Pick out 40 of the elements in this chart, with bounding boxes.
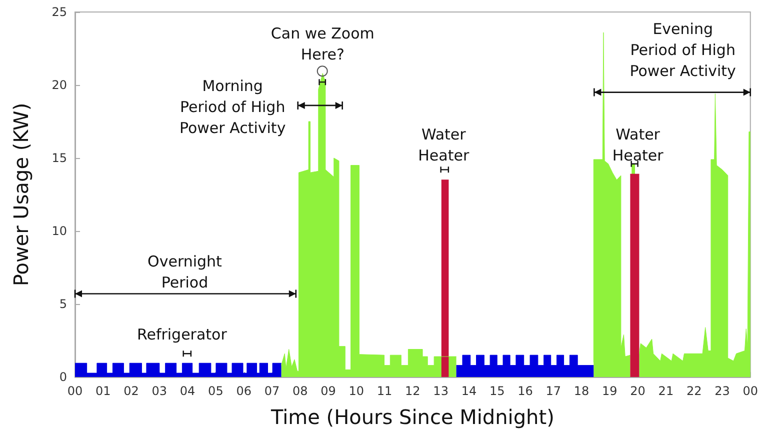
x-tick-label: 22 — [686, 384, 702, 398]
y-tick-label: 15 — [52, 151, 67, 165]
x-tick-label: 17 — [546, 384, 562, 398]
x-tick-label: 14 — [461, 384, 477, 398]
x-tick-label: 10 — [348, 384, 364, 398]
x-tick-label: 08 — [292, 384, 308, 398]
x-tick-label: 01 — [96, 384, 111, 398]
x-tick-label: 03 — [152, 384, 168, 398]
x-tick-label: 21 — [658, 384, 674, 398]
y-tick-label: 10 — [52, 224, 67, 238]
x-tick-label: 02 — [124, 384, 139, 398]
annotation: Evening Period of High Power Activity — [630, 20, 736, 80]
x-tick-label: 18 — [574, 384, 590, 398]
y-tick-label: 20 — [52, 78, 67, 92]
x-tick-label: 16 — [518, 384, 533, 398]
x-tick-label: 05 — [208, 384, 224, 398]
x-tick-label: 19 — [602, 384, 618, 398]
annotation: Water Heater — [612, 125, 664, 164]
x-tick-label: 06 — [236, 384, 252, 398]
x-tick-label: 13 — [433, 384, 448, 398]
y-tick-label: 25 — [52, 5, 67, 19]
x-tick-label: 09 — [320, 384, 336, 398]
annotation: Can we Zoom Here? — [270, 24, 374, 64]
x-tick-label: 04 — [180, 384, 196, 398]
x-tick-label: 23 — [714, 384, 730, 398]
x-axis-title: Time (Hours Since Midnight) — [270, 405, 554, 429]
x-tick-label: 12 — [405, 384, 420, 398]
x-tick-label: 11 — [376, 384, 392, 398]
x-tick-label: 00 — [67, 384, 83, 398]
annotation: Refrigerator — [136, 326, 228, 344]
x-tick-label: 00 — [742, 384, 758, 398]
annotation: Morning Period of High Power Activity — [179, 76, 286, 137]
y-tick-label: 5 — [59, 297, 67, 311]
x-tick-label: 07 — [264, 384, 280, 398]
y-axis-title: Power Usage (KW) — [9, 102, 33, 286]
y-tick-label: 0 — [59, 370, 67, 384]
x-tick-label: 20 — [630, 384, 646, 398]
annotation: Overnight Period — [148, 252, 222, 292]
x-tick-label: 15 — [489, 384, 505, 398]
annotation: Water Heater — [418, 125, 470, 164]
